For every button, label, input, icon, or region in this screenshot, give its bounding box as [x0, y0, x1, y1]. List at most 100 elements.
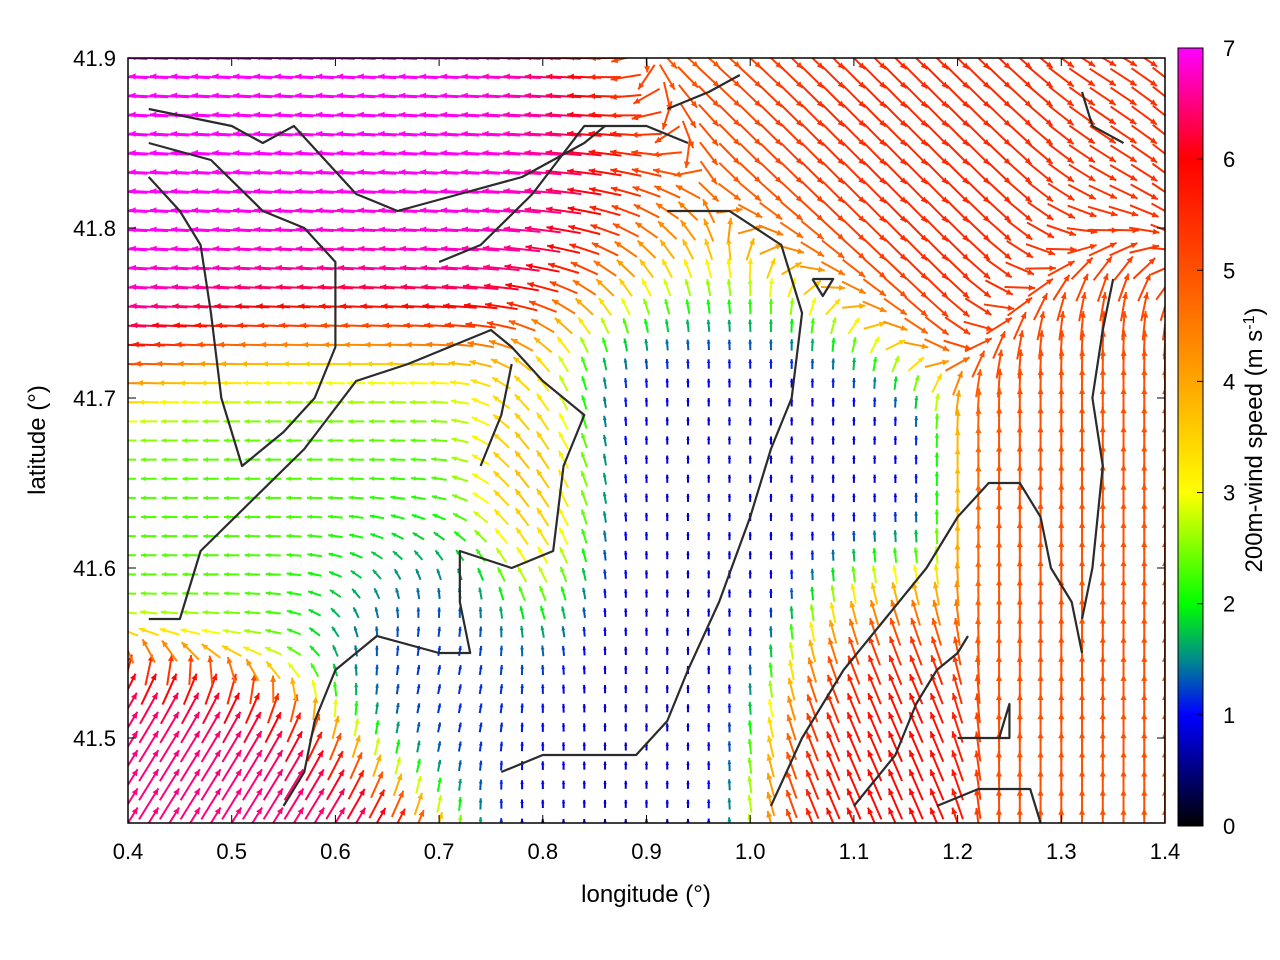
wind-arrow — [624, 665, 628, 675]
wind-arrow — [830, 584, 836, 603]
wind-arrow — [141, 638, 156, 663]
wind-arrow — [681, 238, 695, 260]
wind-arrow — [623, 512, 628, 522]
wind-arrow — [286, 495, 302, 501]
wind-arrow — [503, 244, 541, 253]
wind-arrow — [1068, 86, 1096, 107]
wind-arrow — [614, 240, 638, 258]
wind-arrow — [533, 336, 553, 354]
x-tick-label: 0.8 — [528, 839, 559, 864]
wind-arrow — [451, 475, 469, 483]
wind-arrow — [911, 599, 921, 626]
terrain-contour — [666, 74, 741, 111]
x-tick-label: 0.7 — [424, 839, 455, 864]
wind-arrow — [632, 185, 661, 198]
wind-arrow — [1007, 180, 1033, 203]
wind-arrow — [867, 654, 882, 686]
wind-arrow — [707, 723, 711, 732]
wind-arrow — [129, 207, 169, 214]
wind-arrow — [429, 380, 449, 386]
wind-arrow — [168, 806, 180, 823]
wind-arrow — [686, 512, 690, 522]
wind-arrow — [1088, 184, 1118, 200]
wind-arrow — [602, 415, 607, 428]
wind-arrow — [410, 495, 426, 501]
wind-arrow — [396, 808, 406, 823]
wind-arrow — [831, 436, 835, 445]
wind-arrow — [370, 532, 384, 540]
wind-arrow — [686, 589, 690, 598]
wind-arrow — [945, 103, 970, 128]
wind-arrow — [458, 778, 463, 791]
wind-arrow — [706, 799, 711, 809]
wind-arrow — [986, 199, 1012, 223]
wind-arrow — [1109, 164, 1138, 182]
wind-arrow — [807, 657, 818, 683]
wind-arrow — [482, 92, 521, 99]
wind-arrow — [295, 169, 335, 176]
wind-arrow — [203, 572, 219, 577]
wind-arrow — [887, 711, 903, 744]
wind-arrow — [561, 703, 566, 713]
wind-arrow — [440, 149, 480, 157]
wind-arrow — [862, 103, 887, 128]
wind-arrow — [821, 239, 845, 259]
wind-arrow — [1026, 221, 1055, 239]
wind-arrow — [1007, 142, 1033, 165]
wind-arrow — [799, 265, 825, 273]
wind-arrow — [995, 349, 1004, 379]
wind-arrow — [945, 237, 970, 261]
wind-arrow — [810, 318, 816, 334]
wind-arrow — [943, 339, 972, 351]
colorbar-tick-label: 3 — [1223, 481, 1235, 506]
wind-arrow — [699, 141, 719, 166]
wind-arrow — [665, 608, 669, 617]
wind-arrow — [663, 278, 672, 297]
wind-arrow — [528, 300, 557, 313]
wind-arrow — [925, 160, 949, 185]
wind-arrow — [536, 507, 550, 527]
wind-arrow — [1110, 86, 1137, 106]
wind-arrow — [810, 531, 815, 541]
x-tick-label: 0.4 — [113, 839, 144, 864]
wind-arrow — [706, 339, 711, 351]
wind-arrow — [821, 161, 845, 185]
wind-arrow — [472, 510, 489, 524]
wind-arrow — [872, 512, 877, 522]
wind-arrow — [561, 723, 566, 732]
wind-arrow — [925, 103, 949, 128]
wind-arrow — [624, 608, 628, 617]
wind-arrow — [637, 64, 656, 90]
wind-arrow — [707, 436, 711, 445]
wind-arrow — [862, 160, 887, 185]
wind-arrow — [718, 162, 741, 184]
wind-arrow — [331, 715, 340, 740]
wind-arrow — [644, 589, 649, 598]
wind-arrow — [336, 92, 376, 99]
wind-arrow — [591, 242, 619, 257]
wind-arrow — [1109, 242, 1138, 257]
wind-arrow — [706, 359, 711, 369]
wind-arrow — [222, 711, 242, 744]
wind-arrow — [821, 122, 845, 147]
wind-arrow — [842, 238, 866, 260]
wind-arrow — [490, 358, 513, 370]
wind-arrow — [348, 438, 365, 443]
wind-arrow — [963, 320, 994, 332]
wind-arrow — [727, 58, 742, 69]
wind-arrow — [985, 258, 1013, 279]
wind-arrow — [808, 639, 817, 663]
wind-arrow — [244, 514, 261, 520]
wind-arrow — [306, 495, 323, 501]
wind-arrow — [274, 111, 314, 118]
wind-arrow — [831, 337, 836, 352]
wind-arrow — [261, 361, 285, 367]
wind-arrow — [150, 245, 189, 252]
wind-arrow — [478, 587, 483, 600]
wind-arrow — [610, 93, 642, 100]
wind-arrow — [1109, 184, 1138, 200]
wind-arrow — [582, 607, 586, 618]
wind-arrow — [1096, 273, 1109, 302]
wind-arrow — [893, 436, 898, 445]
wind-arrow — [846, 807, 855, 823]
